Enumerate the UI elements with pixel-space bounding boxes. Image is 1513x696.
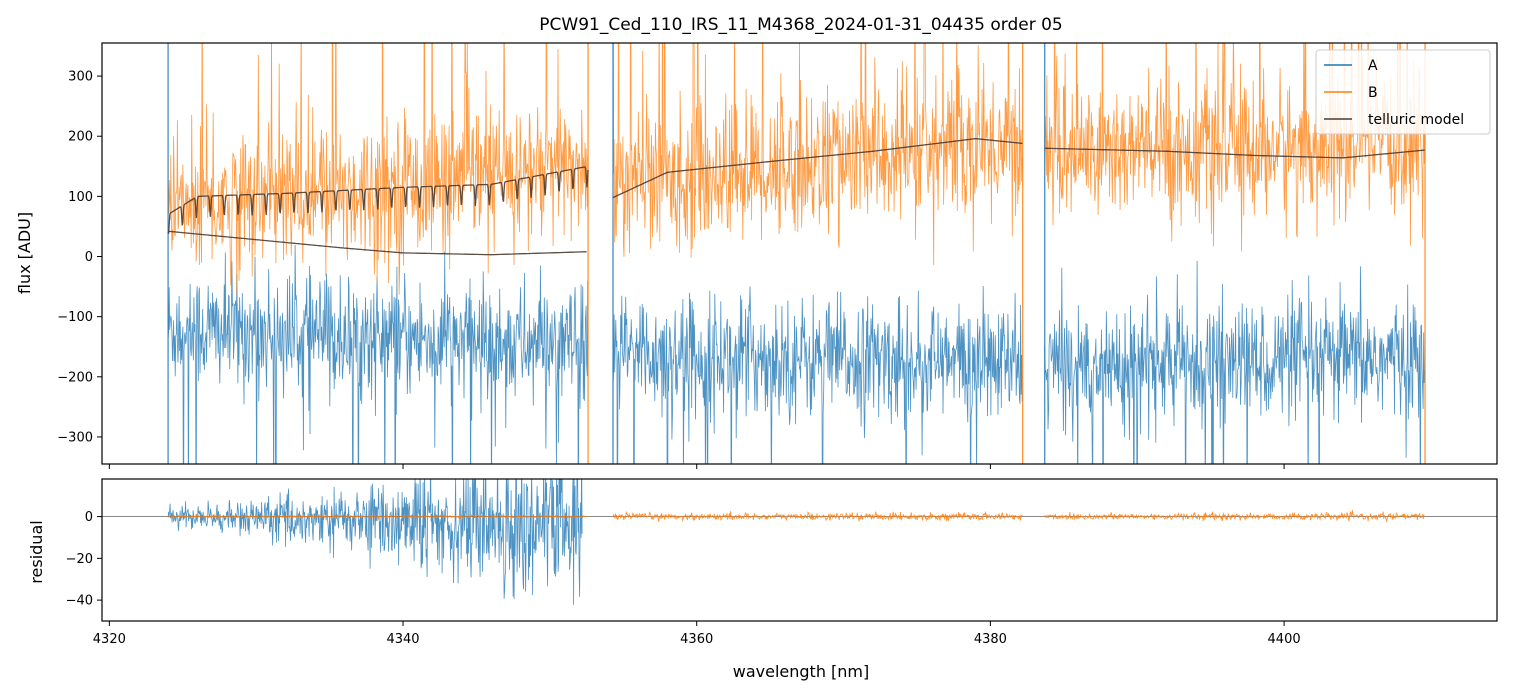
flux-panel: −300 −200 −100 0 100 200 300 flux [ADU] A B te…	[15, 42, 1498, 469]
flux-y-tick-label: 100	[68, 190, 93, 205]
residual-y-axis-label: residual	[27, 520, 46, 583]
residual-x-tick-label: 4320	[93, 632, 126, 647]
residual-y-tick-label: 0	[85, 510, 93, 525]
legend-label-a: A	[1368, 58, 1378, 74]
chart-title: PCW91_Ced_110_IRS_11_M4368_2024-01-31_04…	[539, 15, 1062, 35]
flux-y-axis-label: flux [ADU]	[15, 212, 34, 294]
flux-axes-frame	[101, 42, 1498, 465]
residual-x-tick-label: 4400	[1268, 632, 1301, 647]
legend-label-telluric: telluric model	[1368, 112, 1464, 128]
residual-b-line	[167, 513, 588, 521]
series-a-line	[167, 244, 1426, 464]
flux-y-tick-label: −200	[57, 370, 93, 385]
telluric-model-a-line	[168, 230, 587, 256]
flux-y-tick-label: 200	[68, 130, 93, 145]
legend-label-b: B	[1368, 85, 1378, 101]
flux-x-ticks	[108, 464, 1285, 469]
x-axis-label: wavelength [nm]	[733, 662, 870, 681]
telluric-model-b-line	[1044, 147, 1425, 159]
residual-x-tick-label: 4380	[974, 632, 1007, 647]
residual-x-tick-label: 4340	[386, 632, 419, 647]
residual-a-line	[167, 479, 583, 605]
residual-axes-frame	[101, 478, 1498, 622]
legend: A B telluric model	[1315, 49, 1491, 135]
residual-y-tick-label: −20	[66, 552, 93, 567]
residual-b-line	[612, 510, 1023, 522]
telluric-model-b-line	[167, 166, 589, 234]
residual-y-ticks: −40 −20 0	[66, 510, 102, 609]
residual-b-line	[1044, 510, 1425, 523]
residual-y-tick-label: −40	[66, 594, 93, 609]
flux-y-tick-label: −300	[57, 430, 93, 445]
flux-y-tick-label: −100	[57, 310, 93, 325]
telluric-model-b-line	[612, 138, 1023, 199]
residual-x-tick-label: 4360	[680, 632, 713, 647]
residual-plot-area	[102, 479, 1497, 605]
flux-y-tick-label: 0	[85, 250, 93, 265]
residual-panel: −40 −20 0 4320 4340 4360 4380 4400 residual wa…	[27, 478, 1498, 681]
flux-y-ticks: −300 −200 −100 0 100 200 300	[57, 70, 102, 445]
legend-box	[1315, 49, 1491, 135]
flux-y-tick-label: 300	[68, 70, 93, 85]
residual-x-ticks: 4320 4340 4360 4380 4400	[93, 621, 1301, 647]
